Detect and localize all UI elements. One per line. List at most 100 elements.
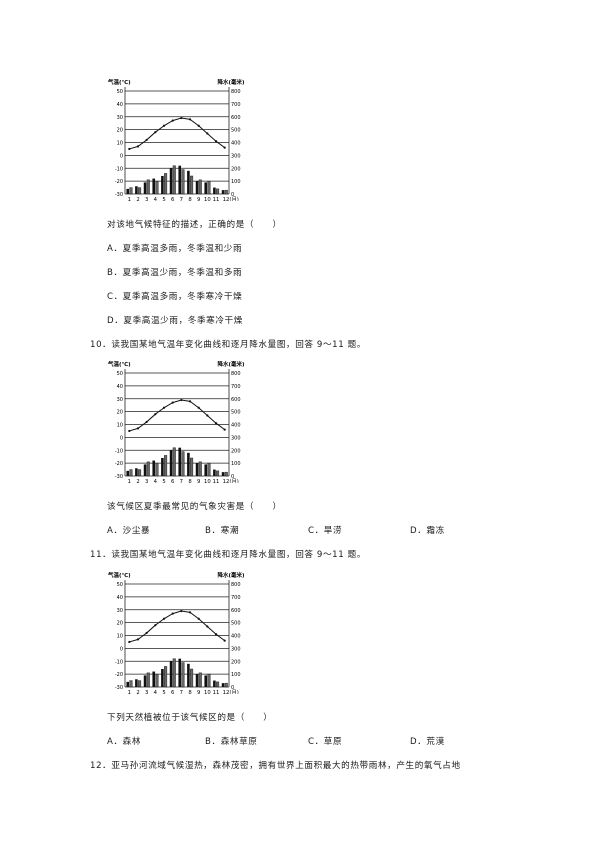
precip-bar xyxy=(155,673,159,688)
precip-bar xyxy=(187,170,190,194)
y2-tick-label: 0 xyxy=(231,192,234,198)
temperature-point xyxy=(136,145,140,148)
precip-bar xyxy=(143,675,147,687)
y-tick-label: 20 xyxy=(117,128,123,134)
x-tick-label: 1 xyxy=(128,197,131,201)
temperature-point xyxy=(223,428,226,431)
precip-bar xyxy=(190,457,194,477)
temperature-point xyxy=(180,609,183,613)
y-tick-label: -30 xyxy=(115,474,123,480)
y-tick-label: 10 xyxy=(117,141,123,147)
y2-tick-label: 600 xyxy=(231,397,241,403)
y2-tick-label: 600 xyxy=(231,608,241,614)
temperature-point xyxy=(136,638,140,641)
temperature-line xyxy=(129,399,225,432)
precip-bar xyxy=(169,661,173,687)
temperature-point xyxy=(162,406,166,409)
temperature-point xyxy=(128,640,131,644)
x-tick-label: 5 xyxy=(162,197,165,201)
q11-option-d: D．荒漠 xyxy=(410,737,445,747)
precip-bar xyxy=(195,463,199,476)
climate-chart-2: 气温(℃) 降水(毫米)50403020100-10-20-30800700600… xyxy=(108,360,245,483)
y2-tick-label: 0 xyxy=(231,685,234,691)
precip-bar xyxy=(135,186,138,194)
precip-bar xyxy=(161,175,164,194)
temperature-point xyxy=(223,146,226,149)
precip-bar xyxy=(224,189,228,195)
y-tick-label: -30 xyxy=(115,192,123,198)
precip-bar xyxy=(129,469,133,477)
temperature-point xyxy=(128,429,131,433)
q9-option-b: B．夏季高温少雨，冬季温和多雨 xyxy=(107,268,243,278)
y2-tick-label: 500 xyxy=(231,410,241,416)
precip-bar xyxy=(178,447,182,476)
y2-tick-label: 300 xyxy=(231,646,241,652)
q10-intro: 10．读我国某地气温年变化曲线和逐月降水量图，回答 9～11 题。 xyxy=(90,340,367,350)
temperature-point xyxy=(171,401,174,404)
x-tick-label: 10 xyxy=(204,479,211,483)
x-tick-label: 10 xyxy=(204,690,211,694)
precip-bar xyxy=(213,187,216,194)
precip-bar xyxy=(216,188,220,195)
temperature-point xyxy=(206,625,209,628)
temperature-point xyxy=(171,612,174,615)
y2-tick-label: 400 xyxy=(231,634,241,640)
precip-bar xyxy=(126,188,130,194)
temperature-line xyxy=(129,117,225,150)
y2-tick-label: 400 xyxy=(231,423,241,429)
q11-intro: 11．读我国某地气温年变化曲线和逐月降水量图，回答 9～11 题。 xyxy=(90,550,367,560)
x-tick-label: 5 xyxy=(162,690,165,694)
y2-tick-label: 0 xyxy=(231,474,234,480)
temperature-point xyxy=(214,633,218,636)
y2-tick-label: 100 xyxy=(231,461,241,467)
y2-tick-label: 800 xyxy=(231,89,241,95)
x-tick-label: 1 xyxy=(128,479,131,483)
y-tick-label: 40 xyxy=(117,102,123,108)
x-tick-label: 12(月) xyxy=(223,689,239,694)
q10-option-a: A．沙尘暴 xyxy=(107,526,151,536)
temperature-point xyxy=(171,119,174,122)
precip-bar xyxy=(172,658,176,688)
temperature-point xyxy=(162,617,166,620)
y-tick-label: -20 xyxy=(115,179,123,185)
y2-tick-label: 700 xyxy=(231,102,241,108)
y-tick-label: 50 xyxy=(117,89,123,95)
temperature-point xyxy=(145,420,148,424)
precip-bar xyxy=(129,680,133,688)
temperature-point xyxy=(145,138,148,142)
y2-tick-label: 400 xyxy=(231,141,241,147)
y2-tick-label: 200 xyxy=(231,448,241,454)
precip-bar xyxy=(178,658,182,687)
temperature-point xyxy=(128,147,131,151)
x-tick-label: 12(月) xyxy=(223,478,239,483)
y2-tick-label: 200 xyxy=(231,659,241,665)
y-tick-label: 0 xyxy=(120,153,123,159)
q12-intro: 12．亚马孙河流域气候湿热，森林茂密，拥有世界上面积最大的热带雨林，产生的氧气占… xyxy=(90,761,461,771)
q11-option-c: C．草原 xyxy=(308,737,343,747)
precip-bar xyxy=(169,168,173,194)
x-tick-label: 6 xyxy=(171,690,175,694)
temperature-line xyxy=(129,610,225,643)
temperature-point xyxy=(180,398,183,402)
y-tick-label: -20 xyxy=(115,461,123,467)
x-tick-label: 2 xyxy=(136,690,139,694)
x-tick-label: 6 xyxy=(171,479,175,483)
x-tick-label: 11 xyxy=(213,197,220,201)
q9-option-d: D．夏季高温少雨，冬季寒冷干燥 xyxy=(107,316,243,326)
y-tick-label: -10 xyxy=(115,659,123,665)
y-tick-label: -20 xyxy=(115,672,123,678)
x-tick-label: 6 xyxy=(171,197,175,201)
precip-bar xyxy=(138,680,142,688)
precip-bar xyxy=(187,452,190,476)
x-tick-label: 7 xyxy=(180,690,183,694)
temperature-point xyxy=(197,406,200,409)
y2-tick-label: 700 xyxy=(231,595,241,601)
y2-tick-label: 500 xyxy=(231,621,241,627)
precip-bar xyxy=(198,461,202,477)
precip-bar xyxy=(146,461,150,477)
precip-bar xyxy=(143,182,147,194)
precip-bar xyxy=(181,169,185,195)
precip-bar xyxy=(207,180,211,195)
precip-bar xyxy=(126,681,130,687)
y-tick-label: 30 xyxy=(117,397,123,403)
